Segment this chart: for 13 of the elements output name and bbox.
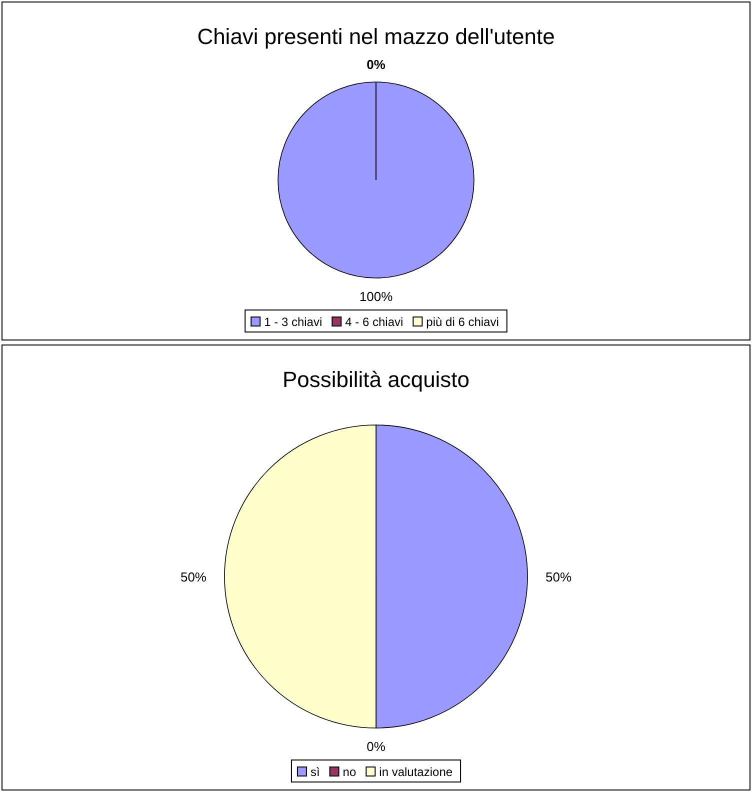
legend-label: 4 - 6 chiavi xyxy=(345,315,404,329)
data-label: 50% xyxy=(180,570,207,584)
text: 0% xyxy=(366,739,386,754)
legend-label: no xyxy=(342,765,356,779)
legend-label: 1 - 3 chiavi xyxy=(264,315,322,329)
data-label: 100% xyxy=(359,289,394,304)
chart-title: Chiavi presenti nel mazzo dell'utente xyxy=(197,24,555,49)
data-label: 50% xyxy=(546,570,572,584)
chart-title: Possibilità acquisto xyxy=(282,367,470,392)
legend-label: più di 6 chiavi xyxy=(426,315,499,329)
text: 0% xyxy=(366,57,386,72)
legend-label: sì xyxy=(310,765,320,779)
legend-label: in valutazione xyxy=(379,765,453,779)
